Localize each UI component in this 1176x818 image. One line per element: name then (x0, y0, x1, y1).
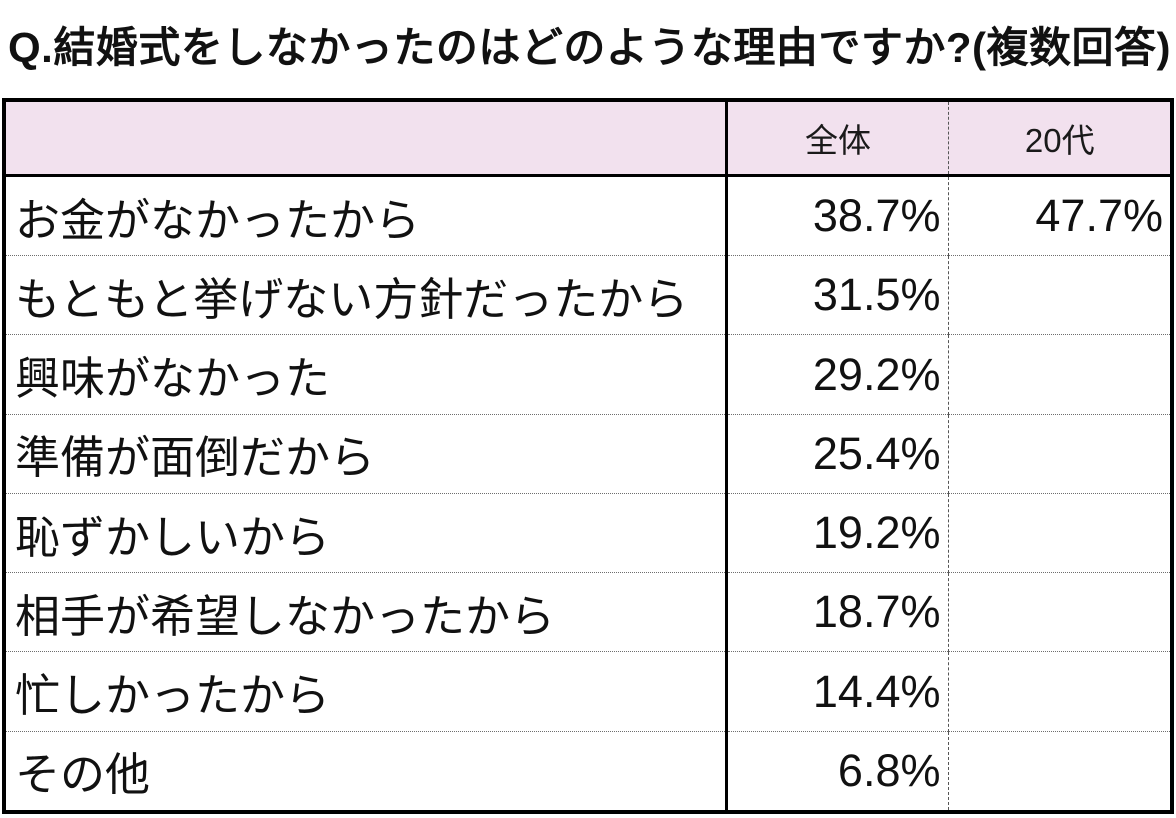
row-value-zentai: 18.7% (726, 572, 949, 652)
header-cell-empty (4, 100, 728, 177)
table-row: 準備が面倒だから 25.4% (4, 413, 1172, 494)
row-label: もともと挙げない方針だったから (4, 255, 728, 335)
header-cell-zentai: 全体 (726, 100, 949, 177)
table-row: 興味がなかった 29.2% (4, 334, 1172, 415)
row-value-zentai: 19.2% (726, 492, 949, 573)
row-value-20dai (948, 255, 1172, 335)
row-value-20dai (948, 572, 1172, 652)
row-label: その他 (4, 730, 728, 812)
row-value-zentai: 14.4% (726, 651, 949, 732)
table-row: 恥ずかしいから 19.2% (4, 492, 1172, 573)
row-label: お金がなかったから (4, 175, 728, 256)
row-value-20dai (948, 651, 1172, 732)
row-value-20dai (948, 334, 1172, 415)
header-row: 全体 20代 (4, 100, 1172, 177)
row-value-zentai: 25.4% (726, 413, 949, 494)
row-value-zentai: 31.5% (726, 255, 949, 335)
table-row: 相手が希望しなかったから 18.7% (4, 572, 1172, 652)
table-row: お金がなかったから 38.7% 47.7% (4, 175, 1172, 256)
row-label: 準備が面倒だから (4, 413, 728, 494)
row-label: 忙しかったから (4, 651, 728, 732)
table-row: その他 6.8% (4, 730, 1172, 812)
row-label: 恥ずかしいから (4, 492, 728, 573)
page-title: Q.結婚式をしなかったのはどのような理由ですか?(複数回答) (8, 24, 1171, 71)
table-row: 忙しかったから 14.4% (4, 651, 1172, 732)
row-value-20dai: 47.7% (1035, 190, 1163, 242)
row-value-zentai: 6.8% (726, 730, 949, 812)
survey-results-table: 全体 20代 お金がなかったから 38.7% 47.7% もともと挙げない方針だ… (2, 98, 1174, 814)
table-body: お金がなかったから 38.7% 47.7% もともと挙げない方針だったから 31… (4, 175, 1172, 812)
row-value-zentai: 29.2% (726, 334, 949, 415)
header-cell-20dai: 20代 (948, 100, 1172, 177)
table-header: 全体 20代 (4, 100, 1172, 177)
row-label: 興味がなかった (4, 334, 728, 415)
table-row: もともと挙げない方針だったから 31.5% (4, 255, 1172, 335)
row-value-20dai (948, 413, 1172, 494)
row-value-20dai (948, 730, 1172, 812)
row-label: 相手が希望しなかったから (4, 572, 728, 652)
row-value-20dai (948, 492, 1172, 573)
row-value-zentai: 38.7% (726, 175, 949, 256)
